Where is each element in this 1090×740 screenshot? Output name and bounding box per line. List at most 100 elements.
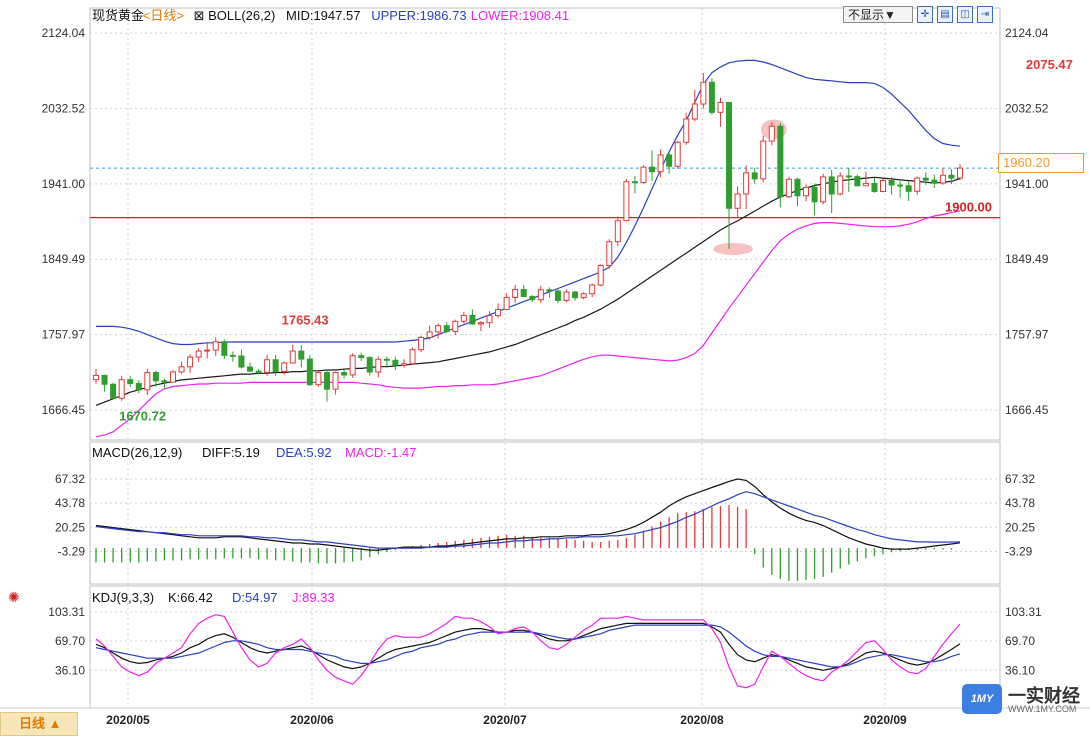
- candle-body: [477, 322, 484, 325]
- candle-body: [144, 372, 151, 391]
- candle-body: [323, 372, 330, 390]
- y-tick-label-left: 103.31: [48, 605, 85, 619]
- candle-body: [452, 320, 459, 332]
- candle-body: [392, 359, 399, 366]
- candle-body: [572, 291, 579, 299]
- candle-body: [691, 103, 698, 120]
- price-annotation: 2075.47: [1026, 57, 1073, 72]
- y-tick-label-left: 69.70: [55, 634, 85, 648]
- candle-body: [948, 174, 955, 179]
- y-tick-label-right: -3.29: [1005, 544, 1033, 558]
- y-tick-label-right: 2032.52: [1005, 102, 1049, 116]
- candle-body: [751, 172, 758, 180]
- legend-item: ⊠ BOLL(26,2): [194, 8, 276, 23]
- candle-body: [726, 102, 733, 209]
- candle-body: [409, 349, 416, 365]
- candle-body: [683, 118, 690, 143]
- bottom-highlight: [713, 242, 754, 255]
- watermark-logo: 1MY: [962, 684, 1002, 714]
- legend-item: MID:1947.57: [286, 8, 360, 23]
- candle-body: [914, 177, 921, 192]
- candle-body: [554, 290, 561, 301]
- candle-body: [803, 186, 810, 197]
- split-icon[interactable]: ◫: [957, 6, 973, 23]
- macd-legend-macd: MACD:-1.47: [345, 445, 417, 460]
- candle-body: [939, 174, 946, 184]
- candle-body: [366, 357, 373, 373]
- candle-body: [281, 362, 288, 372]
- candle-body: [897, 184, 904, 187]
- candle-body: [614, 220, 621, 243]
- y-tick-label-left: 1757.97: [42, 328, 86, 342]
- candle-body: [255, 370, 262, 373]
- candle-body: [152, 372, 159, 382]
- candle-body: [845, 175, 852, 178]
- price-annotation: 1765.43: [282, 312, 329, 327]
- candle-body: [178, 366, 185, 373]
- y-tick-label-right: 67.32: [1005, 472, 1035, 486]
- candle-body: [495, 308, 502, 317]
- exit-icon[interactable]: ⇥: [977, 6, 993, 23]
- candle-body: [957, 167, 963, 179]
- y-tick-label-left: -3.29: [58, 544, 86, 558]
- candle-body: [666, 154, 673, 167]
- cross-icon[interactable]: ✛: [917, 6, 933, 23]
- candle-body: [743, 172, 750, 195]
- candle-body: [298, 350, 305, 360]
- y-tick-label-left: 1666.45: [42, 403, 86, 417]
- candle-body: [700, 81, 707, 105]
- y-tick-label-left: 2124.04: [42, 26, 86, 40]
- layout-icon[interactable]: ▤: [937, 6, 953, 23]
- legend-item: LOWER:1908.41: [471, 8, 569, 23]
- chart-toolbar: 不显示▼ ✛ ▤ ◫ ⇥: [843, 6, 993, 23]
- candle-body: [161, 380, 168, 383]
- candle-body: [888, 180, 895, 186]
- candle-body: [118, 379, 125, 399]
- kdj-d-line: [95, 624, 961, 668]
- x-tick-label: 2020/05: [106, 713, 150, 727]
- candle-body: [135, 383, 142, 391]
- x-tick-label: 2020/06: [290, 713, 334, 727]
- candle-body: [657, 154, 664, 173]
- candle-body: [734, 193, 741, 209]
- kdj-title: KDJ(9,3,3): [92, 590, 154, 605]
- kdj-legend-d: D:54.97: [232, 590, 278, 605]
- candle-body: [306, 358, 313, 386]
- macd-pane-frame: [89, 441, 1001, 585]
- watermark-name: 一实财经: [1008, 686, 1080, 706]
- y-tick-label-right: 69.70: [1005, 634, 1035, 648]
- candle-body: [460, 314, 467, 322]
- candle-body: [246, 366, 253, 372]
- y-tick-label-left: 2032.52: [42, 102, 86, 116]
- candle-body: [435, 325, 442, 333]
- candle-body: [289, 350, 296, 364]
- price-annotation: 1670.72: [119, 408, 166, 423]
- kdj-j-line: [95, 614, 961, 689]
- candle-body: [110, 383, 117, 399]
- y-tick-label-left: 1849.49: [42, 252, 86, 266]
- x-tick-label: 2020/08: [680, 713, 724, 727]
- y-tick-label-left: 43.78: [55, 496, 85, 510]
- price-annotation: 1900.00: [945, 200, 992, 215]
- candle-body: [195, 350, 202, 358]
- candle-body: [221, 341, 228, 356]
- candle-body: [93, 374, 99, 381]
- display-select[interactable]: 不显示▼: [843, 6, 913, 23]
- candle-body: [264, 359, 271, 373]
- candle-body: [418, 336, 425, 351]
- candle-body: [777, 125, 784, 198]
- candle-body: [332, 372, 339, 390]
- macd-diff-line: [95, 478, 961, 551]
- period-button[interactable]: 日线 ▲: [0, 712, 78, 736]
- candle-body: [760, 140, 767, 180]
- candle-body: [383, 358, 390, 361]
- candle-body: [529, 296, 536, 301]
- candle-body: [169, 371, 176, 383]
- y-tick-label-right: 1849.49: [1005, 252, 1049, 266]
- candle-body: [828, 176, 835, 195]
- candle-body: [503, 296, 510, 310]
- candle-body: [717, 102, 724, 113]
- y-tick-label-right: 43.78: [1005, 496, 1035, 510]
- x-tick-label: 2020/07: [483, 713, 527, 727]
